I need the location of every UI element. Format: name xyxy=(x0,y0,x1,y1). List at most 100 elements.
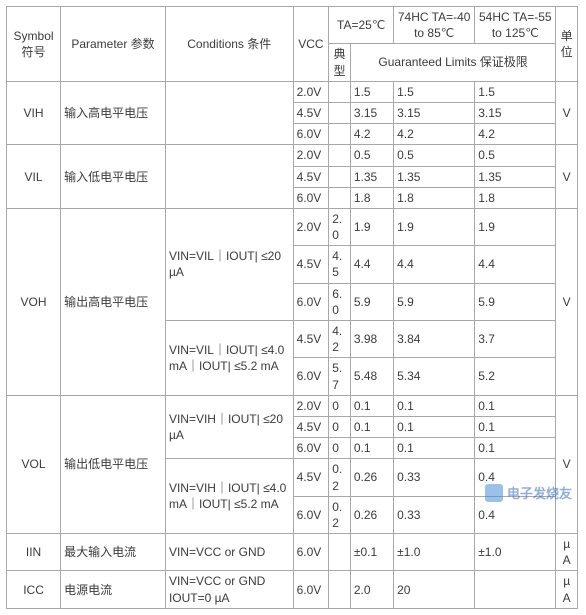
cell-symbol: ICC xyxy=(7,571,61,608)
cell-unit: V xyxy=(556,145,578,209)
cell-c2: ±1.0 xyxy=(394,534,475,571)
cell-c1: 5.9 xyxy=(350,283,393,320)
hdr-typ: 典型 xyxy=(329,44,351,81)
cell-c2: 3.84 xyxy=(394,321,475,358)
cell-c1: 3.98 xyxy=(350,321,393,358)
cell-unit: V xyxy=(556,208,578,395)
cell-typ xyxy=(329,187,351,208)
cell-unit: V xyxy=(556,395,578,533)
cell-c2: 1.8 xyxy=(394,187,475,208)
cell-c2: 5.9 xyxy=(394,283,475,320)
cell-symbol: IIN xyxy=(7,534,61,571)
hdr-parameter: Parameter 参数 xyxy=(61,7,166,82)
cell-c3 xyxy=(475,571,556,608)
cell-c2: 1.35 xyxy=(394,166,475,187)
cell-parameter: 输出低电平电压 xyxy=(61,395,166,533)
cell-conditions: VIN=VIH｜IOUT| ≤20 µA xyxy=(165,395,293,459)
cell-conditions: VIN=VIL｜IOUT| ≤4.0 mA｜IOUT| ≤5.2 mA xyxy=(165,321,293,396)
cell-c3: 4.2 xyxy=(475,124,556,145)
cell-c2: 1.9 xyxy=(394,208,475,245)
cell-vcc: 2.0V xyxy=(293,81,329,102)
hdr-ta74hc: 74HC TA=-40 to 85℃ xyxy=(394,7,475,44)
cell-conditions: VIN=VCC or GND xyxy=(165,534,293,571)
cell-vcc: 6.0V xyxy=(293,187,329,208)
cell-c2: 0.1 xyxy=(394,416,475,437)
cell-c3: 5.9 xyxy=(475,283,556,320)
cell-c1: 1.5 xyxy=(350,81,393,102)
cell-c2: 0.1 xyxy=(394,395,475,416)
cell-unit: µA xyxy=(556,571,578,608)
cell-c2: 5.34 xyxy=(394,358,475,395)
cell-c1: 4.4 xyxy=(350,246,393,283)
cell-c3: ±1.0 xyxy=(475,534,556,571)
cell-symbol: VOL xyxy=(7,395,61,533)
cell-typ: 2.0 xyxy=(329,208,351,245)
cell-vcc: 4.5V xyxy=(293,459,329,496)
cell-typ: 0.2 xyxy=(329,496,351,533)
cell-c1: 0.5 xyxy=(350,145,393,166)
cell-c3: 0.1 xyxy=(475,416,556,437)
cell-typ xyxy=(329,166,351,187)
cell-vcc: 2.0V xyxy=(293,145,329,166)
cell-vcc: 6.0V xyxy=(293,438,329,459)
cell-c3: 5.2 xyxy=(475,358,556,395)
cell-typ: 0 xyxy=(329,438,351,459)
cell-c3: 1.8 xyxy=(475,187,556,208)
cell-vcc: 4.5V xyxy=(293,166,329,187)
cell-typ: 5.7 xyxy=(329,358,351,395)
cell-parameter: 输入低电平电压 xyxy=(61,145,166,209)
cell-c3: 0.4 xyxy=(475,496,556,533)
cell-typ: 6.0 xyxy=(329,283,351,320)
cell-c1: 5.48 xyxy=(350,358,393,395)
hdr-symbol: Symbol 符号 xyxy=(7,7,61,82)
cell-symbol: VIH xyxy=(7,81,61,145)
cell-c3: 4.4 xyxy=(475,246,556,283)
cell-c2: 4.4 xyxy=(394,246,475,283)
cell-vcc: 2.0V xyxy=(293,208,329,245)
cell-c1: ±0.1 xyxy=(350,534,393,571)
cell-c1: 1.8 xyxy=(350,187,393,208)
cell-symbol: VIL xyxy=(7,145,61,209)
hdr-unit: 单位 xyxy=(556,7,578,82)
cell-c2: 0.1 xyxy=(394,438,475,459)
cell-typ xyxy=(329,571,351,608)
cell-symbol: VOH xyxy=(7,208,61,395)
cell-c3: 1.35 xyxy=(475,166,556,187)
cell-vcc: 4.5V xyxy=(293,321,329,358)
cell-c1: 0.1 xyxy=(350,395,393,416)
cell-typ xyxy=(329,534,351,571)
cell-c2: 0.33 xyxy=(394,496,475,533)
cell-c3: 0.5 xyxy=(475,145,556,166)
cell-c3: 3.15 xyxy=(475,102,556,123)
cell-parameter: 输出高电平电压 xyxy=(61,208,166,395)
cell-unit: V xyxy=(556,81,578,145)
cell-c1: 0.1 xyxy=(350,438,393,459)
cell-c2: 20 xyxy=(394,571,475,608)
cell-conditions: VIN=VCC or GND IOUT=0 µA xyxy=(165,571,293,608)
cell-c1: 2.0 xyxy=(350,571,393,608)
cell-c1: 0.26 xyxy=(350,496,393,533)
cell-c2: 0.5 xyxy=(394,145,475,166)
cell-typ: 4.2 xyxy=(329,321,351,358)
hdr-vcc: VCC xyxy=(293,7,329,82)
cell-c3: 1.5 xyxy=(475,81,556,102)
cell-c1: 0.26 xyxy=(350,459,393,496)
cell-unit: µA xyxy=(556,534,578,571)
cell-c2: 1.5 xyxy=(394,81,475,102)
cell-c3: 3.7 xyxy=(475,321,556,358)
cell-conditions xyxy=(165,81,293,145)
cell-conditions: VIN=VIH｜IOUT| ≤4.0 mA｜IOUT| ≤5.2 mA xyxy=(165,459,293,534)
cell-parameter: 电源电流 xyxy=(61,571,166,608)
cell-typ: 0.2 xyxy=(329,459,351,496)
cell-c1: 1.35 xyxy=(350,166,393,187)
cell-vcc: 4.5V xyxy=(293,416,329,437)
cell-c1: 4.2 xyxy=(350,124,393,145)
spec-table: Symbol 符号Parameter 参数Conditions 条件VCCTA=… xyxy=(6,6,578,609)
cell-typ: 0 xyxy=(329,395,351,416)
cell-typ xyxy=(329,81,351,102)
cell-vcc: 6.0V xyxy=(293,571,329,608)
hdr-conditions: Conditions 条件 xyxy=(165,7,293,82)
cell-c3: 0.4 xyxy=(475,459,556,496)
cell-c3: 1.9 xyxy=(475,208,556,245)
cell-typ: 0 xyxy=(329,416,351,437)
